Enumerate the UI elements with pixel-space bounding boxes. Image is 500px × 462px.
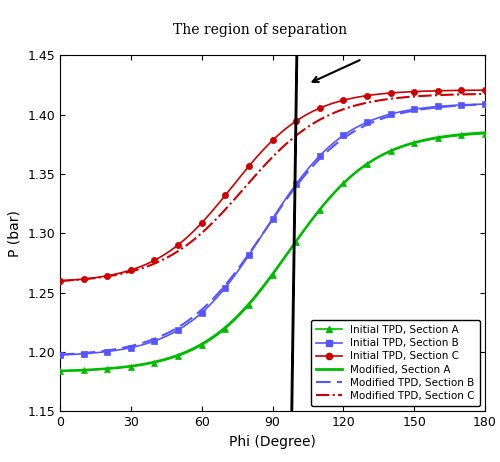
Y-axis label: P (bar): P (bar)	[8, 210, 22, 257]
Legend: Initial TPD, Section A, Initial TPD, Section B, Initial TPD, Section C, Modified: Initial TPD, Section A, Initial TPD, Sec…	[310, 320, 480, 406]
X-axis label: Phi (Degree): Phi (Degree)	[229, 435, 316, 449]
Text: The region of separation: The region of separation	[173, 23, 347, 37]
